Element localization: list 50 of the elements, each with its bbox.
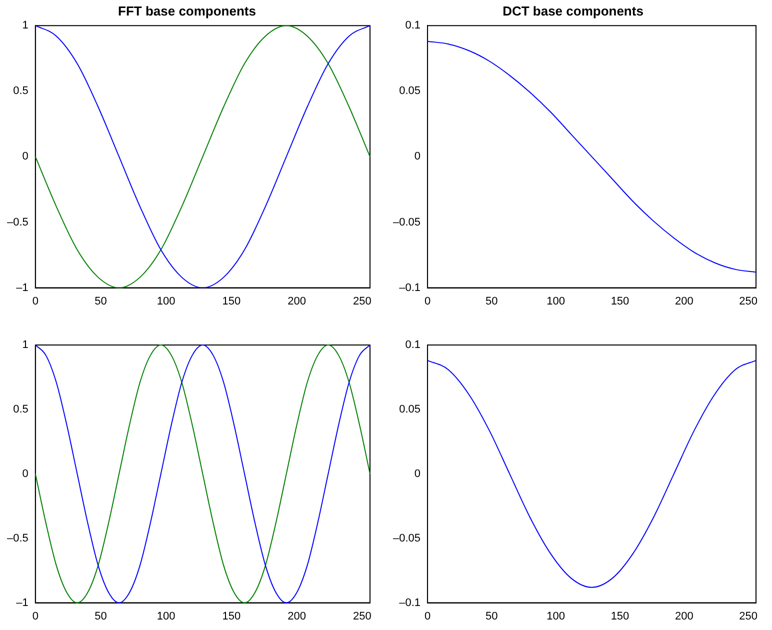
y-tick-label: 0.1 xyxy=(405,20,421,32)
y-tick-label: –0.05 xyxy=(392,216,421,228)
y-tick-label: –0.5 xyxy=(6,216,28,228)
x-tick-label: 150 xyxy=(610,610,630,622)
y-tick-label: 0.5 xyxy=(13,85,28,98)
y-tick-label: –1 xyxy=(16,596,28,609)
x-tick-label: 250 xyxy=(352,610,372,622)
y-tick-label: –0.1 xyxy=(399,282,421,294)
y-tick-label: –1 xyxy=(16,282,28,294)
y-tick-label: 0.1 xyxy=(405,339,421,352)
y-tick-label: 0.05 xyxy=(399,403,421,416)
x-tick-label: 200 xyxy=(288,610,306,622)
chart-title: FFT base components xyxy=(118,3,256,18)
x-tick-label: 0 xyxy=(32,295,38,308)
x-tick-label: 250 xyxy=(739,610,758,622)
line-series xyxy=(34,344,370,604)
line-series xyxy=(34,25,370,288)
y-tick-label: 0 xyxy=(22,468,28,480)
x-tick-label: 50 xyxy=(94,295,107,308)
x-tick-label: 200 xyxy=(674,295,694,308)
line-series xyxy=(427,40,756,273)
x-tick-label: 50 xyxy=(486,295,498,308)
x-tick-label: 0 xyxy=(424,295,431,308)
y-tick-label: 0 xyxy=(22,150,28,163)
y-tick-label: 1 xyxy=(22,339,28,352)
x-tick-label: 250 xyxy=(739,295,758,308)
x-tick-label: 150 xyxy=(222,295,241,308)
x-tick-label: 0 xyxy=(32,610,38,622)
y-tick-label: 0 xyxy=(414,468,421,480)
y-tick-label: –0.5 xyxy=(6,532,28,544)
x-tick-label: 150 xyxy=(610,295,630,308)
x-tick-label: 0 xyxy=(424,610,431,622)
x-tick-label: 100 xyxy=(156,295,176,308)
line-series xyxy=(427,360,756,588)
x-tick-label: 50 xyxy=(94,610,107,622)
y-tick-label: 1 xyxy=(22,20,28,32)
x-tick-label: 100 xyxy=(546,295,566,308)
x-tick-label: 200 xyxy=(674,610,694,622)
y-tick-label: –0.1 xyxy=(399,596,421,609)
y-tick-label: –0.05 xyxy=(392,532,421,544)
y-tick-label: 0.05 xyxy=(399,85,421,98)
x-tick-label: 150 xyxy=(222,610,241,622)
y-tick-label: 0 xyxy=(414,150,421,163)
x-tick-label: 50 xyxy=(486,610,498,622)
x-tick-label: 100 xyxy=(546,610,566,622)
y-tick-label: 0.5 xyxy=(13,403,28,416)
x-tick-label: 200 xyxy=(288,295,306,308)
chart-title: DCT base components xyxy=(502,3,644,18)
x-tick-label: 250 xyxy=(352,295,372,308)
x-tick-label: 100 xyxy=(156,610,176,622)
